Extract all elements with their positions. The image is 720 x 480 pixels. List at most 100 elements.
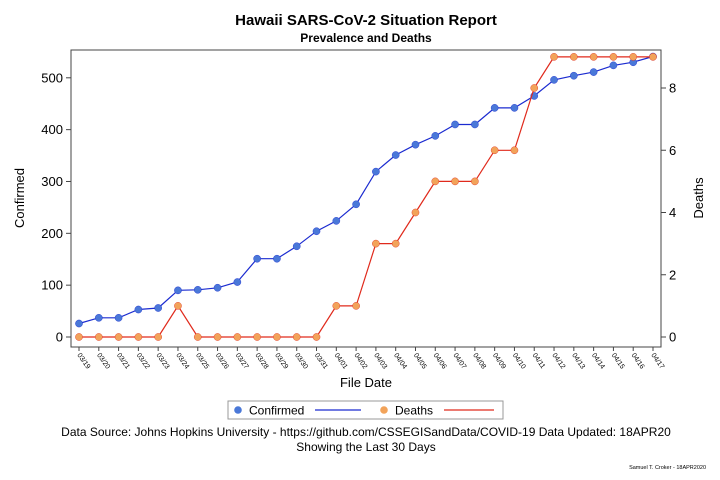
y-left-tick-label: 100 (41, 278, 63, 293)
x-tick-label: 03/19 (75, 352, 91, 370)
confirmed-point (609, 61, 618, 70)
legend-frame (227, 400, 504, 420)
deaths-point (273, 333, 281, 341)
y-left-tick-label: 0 (56, 330, 63, 345)
x-tick-label: 04/15 (610, 352, 626, 370)
deaths-point (570, 53, 578, 61)
confirmed-point (550, 76, 558, 84)
x-tick-label: 03/23 (155, 352, 171, 370)
confirmed-point (193, 286, 202, 294)
deaths-point (609, 53, 618, 61)
footnote-source: Data Source: Johns Hopkins University - … (61, 425, 671, 439)
confirmed-point (114, 314, 123, 322)
left-axis: 0 100 200 300 400 500 (41, 70, 71, 345)
deaths-point (411, 208, 420, 217)
confirmed-point (431, 132, 440, 140)
confirmed-line (78, 55, 654, 325)
confirmed-point (273, 254, 281, 263)
confirmed-point (411, 140, 420, 149)
confirmed-point (292, 242, 301, 251)
deaths-point (253, 333, 261, 341)
x-axis: 03/19 03/20 03/21 03/22 03/23 03/24 03/25 03/26… (75, 347, 665, 371)
y-axis-right-label: Deaths (691, 177, 706, 219)
legend-marker-confirmed (234, 406, 242, 414)
confirmed-point (490, 104, 499, 112)
confirmed-point (174, 286, 182, 295)
deaths-point (490, 146, 499, 155)
deaths-point (154, 333, 162, 341)
legend-label-deaths: Deaths (395, 404, 433, 418)
legend-label-confirmed: Confirmed (249, 404, 304, 418)
x-tick-label: 04/14 (590, 352, 606, 370)
x-tick-label: 04/07 (451, 352, 467, 370)
deaths-point (94, 333, 103, 341)
x-tick-label: 03/31 (313, 352, 329, 370)
deaths-line (79, 56, 653, 338)
series-confirmed (75, 52, 657, 328)
x-tick-label: 03/21 (115, 352, 131, 370)
y-left-tick-label: 200 (41, 226, 63, 241)
x-tick-label: 03/25 (194, 352, 210, 370)
footnote-period: Showing the Last 30 Days (296, 440, 435, 454)
x-tick-label: 03/27 (234, 352, 250, 370)
y-right-tick-label: 4 (669, 205, 676, 220)
plot-frame (70, 49, 662, 348)
x-axis-label: File Date (340, 375, 392, 390)
legend-marker-deaths (380, 406, 388, 414)
legend: Confirmed Deaths (227, 400, 504, 420)
credit-note: Samuel T. Croker - 18APR2020 (629, 465, 706, 471)
deaths-point (589, 53, 598, 61)
confirmed-point (94, 314, 103, 322)
x-tick-label: 04/13 (570, 352, 586, 370)
y-right-tick-label: 0 (669, 330, 676, 345)
x-tick-label: 04/01 (333, 352, 349, 370)
y-left-tick-label: 500 (41, 70, 63, 85)
x-tick-label: 04/06 (432, 352, 448, 370)
confirmed-point (510, 104, 519, 112)
deaths-point (292, 333, 301, 341)
series-deaths (75, 53, 657, 341)
deaths-point (352, 302, 360, 310)
confirmed-point (352, 200, 360, 209)
deaths-point (391, 239, 400, 248)
confirmed-point (154, 304, 162, 312)
x-tick-label: 04/16 (630, 352, 646, 370)
y-left-tick-label: 300 (41, 174, 63, 189)
deaths-point (114, 333, 123, 341)
confirmed-point (213, 283, 222, 292)
x-tick-label: 03/24 (174, 352, 190, 370)
confirmed-point (134, 305, 143, 314)
confirmed-point (471, 120, 479, 129)
deaths-point (372, 239, 380, 248)
x-tick-label: 04/08 (471, 352, 487, 370)
deaths-point (471, 177, 479, 186)
x-tick-label: 04/03 (372, 352, 388, 370)
x-tick-label: 04/09 (491, 352, 507, 370)
deaths-point (233, 333, 242, 341)
confirmed-point (589, 68, 598, 76)
right-axis: 0 2 4 6 8 (661, 81, 676, 345)
x-tick-label: 04/17 (649, 352, 665, 370)
deaths-point (213, 333, 222, 341)
x-tick-label: 04/10 (511, 352, 527, 370)
x-tick-label: 03/26 (214, 352, 230, 370)
deaths-point (510, 146, 519, 155)
deaths-point (451, 177, 459, 186)
confirmed-point (391, 151, 400, 159)
x-tick-label: 03/28 (253, 352, 269, 370)
confirmed-point (332, 217, 341, 225)
x-tick-label: 03/20 (95, 352, 111, 370)
x-tick-label: 03/29 (273, 352, 289, 370)
x-tick-label: 04/11 (531, 352, 547, 370)
x-tick-label: 04/02 (352, 352, 368, 370)
deaths-point (550, 53, 558, 61)
chart-title: Hawaii SARS-CoV-2 Situation Report (235, 12, 497, 29)
deaths-point (134, 333, 143, 341)
x-tick-label: 04/04 (392, 352, 408, 370)
x-tick-label: 04/12 (550, 352, 566, 370)
deaths-point (530, 84, 539, 92)
x-tick-label: 03/22 (135, 352, 151, 370)
y-right-tick-label: 6 (669, 143, 676, 158)
deaths-point (431, 177, 440, 186)
